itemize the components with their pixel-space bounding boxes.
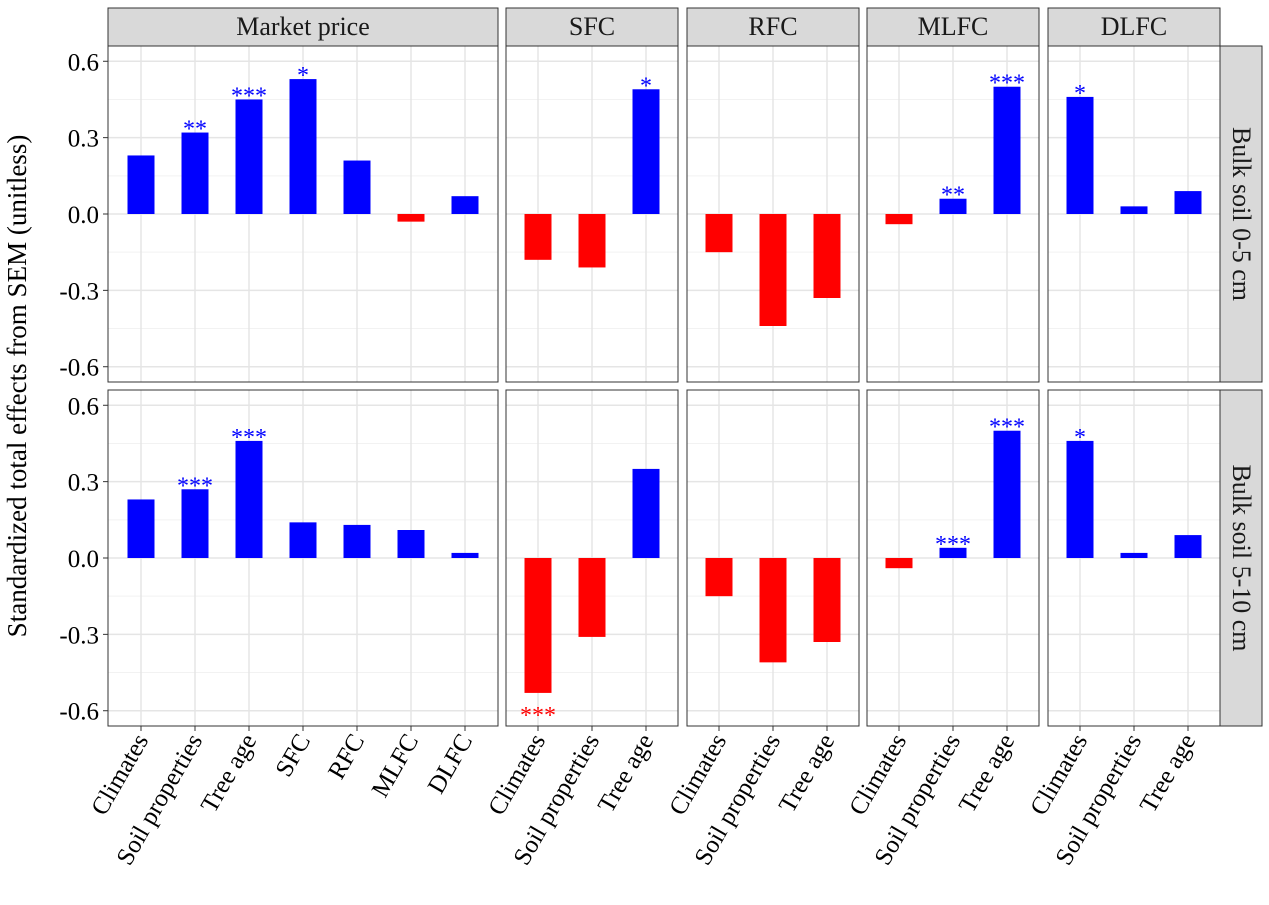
y-tick-label: 0.0	[68, 202, 99, 229]
bar	[235, 440, 263, 558]
y-tick-label: -0.3	[59, 278, 99, 305]
bar	[451, 196, 479, 214]
bar	[632, 89, 660, 214]
y-tick-label: -0.3	[59, 622, 99, 649]
significance-label: **	[183, 117, 207, 143]
bar	[813, 214, 841, 298]
bar	[705, 214, 733, 253]
significance-label: ***	[231, 83, 267, 109]
bar	[632, 468, 660, 558]
significance-label: ***	[935, 532, 971, 558]
bar	[235, 99, 263, 214]
bar	[289, 522, 317, 558]
bar	[1174, 535, 1202, 558]
facet-strip-column	[686, 7, 860, 47]
y-tick-label: 0.6	[68, 393, 99, 420]
bar	[705, 558, 733, 597]
bar	[343, 160, 371, 214]
bar	[1066, 96, 1094, 214]
panel-border	[866, 45, 1040, 383]
facet-strip-label: Bulk soil 0-5 cm	[1227, 127, 1256, 301]
significance-label: *	[1074, 425, 1086, 451]
bar	[1120, 206, 1148, 214]
bar	[939, 198, 967, 214]
facet-strip-label: MLFC	[918, 12, 989, 41]
bar	[1120, 552, 1148, 558]
bar	[993, 430, 1021, 558]
bar	[524, 214, 552, 260]
y-tick-label: 0.0	[68, 546, 99, 573]
bar	[524, 558, 552, 693]
significance-label: *	[1074, 81, 1086, 107]
y-tick-label: 0.3	[68, 470, 99, 497]
bar	[343, 524, 371, 558]
y-axis-title: Standardized total effects from SEM (uni…	[2, 135, 32, 638]
significance-label: ***	[520, 703, 556, 729]
bar	[578, 558, 606, 637]
bar	[289, 79, 317, 214]
x-tick-label: SFC	[271, 730, 317, 782]
panel-border	[505, 45, 679, 383]
bar	[127, 499, 155, 558]
panel-border	[107, 45, 499, 383]
significance-label: *	[297, 63, 309, 89]
bar	[181, 489, 209, 558]
y-tick-label: -0.6	[59, 699, 99, 726]
facet-strip-row	[1219, 389, 1263, 727]
significance-label: ***	[177, 473, 213, 499]
panel-border	[1047, 45, 1221, 383]
panel-border	[686, 45, 860, 383]
significance-label: ***	[989, 71, 1025, 97]
bar	[813, 558, 841, 642]
facet-strip-label: SFC	[569, 12, 615, 41]
bar	[759, 558, 787, 663]
bar	[1066, 440, 1094, 558]
x-tick-label: RFC	[323, 730, 370, 784]
x-tick-label: MLFC	[367, 730, 424, 802]
bar	[885, 558, 913, 569]
facet-strip-column	[866, 7, 1040, 47]
bar	[578, 214, 606, 268]
facet-strip-label: Market price	[236, 12, 370, 41]
y-tick-label: 0.6	[68, 49, 99, 76]
bar	[181, 132, 209, 214]
facet-strip-row	[1219, 45, 1263, 383]
significance-label: *	[640, 73, 652, 99]
bar	[451, 552, 479, 558]
significance-label: ***	[989, 415, 1025, 441]
significance-label: ***	[231, 425, 267, 451]
bar	[1174, 191, 1202, 214]
bar	[759, 214, 787, 326]
facet-strip-label: DLFC	[1101, 12, 1167, 41]
bar	[993, 86, 1021, 214]
y-tick-label: 0.3	[68, 126, 99, 153]
bar	[397, 530, 425, 558]
bar	[885, 214, 913, 225]
bar	[939, 547, 967, 558]
y-tick-label: -0.6	[59, 355, 99, 382]
bar	[127, 155, 155, 214]
facet-strip-label: RFC	[748, 12, 797, 41]
significance-label: **	[941, 183, 965, 209]
x-tick-label: DLFC	[423, 730, 478, 799]
facet-strip-column	[107, 7, 499, 47]
facet-strip-label: Bulk soil 5-10 cm	[1227, 464, 1256, 651]
facet-strip-column	[505, 7, 679, 47]
bar	[397, 214, 425, 222]
